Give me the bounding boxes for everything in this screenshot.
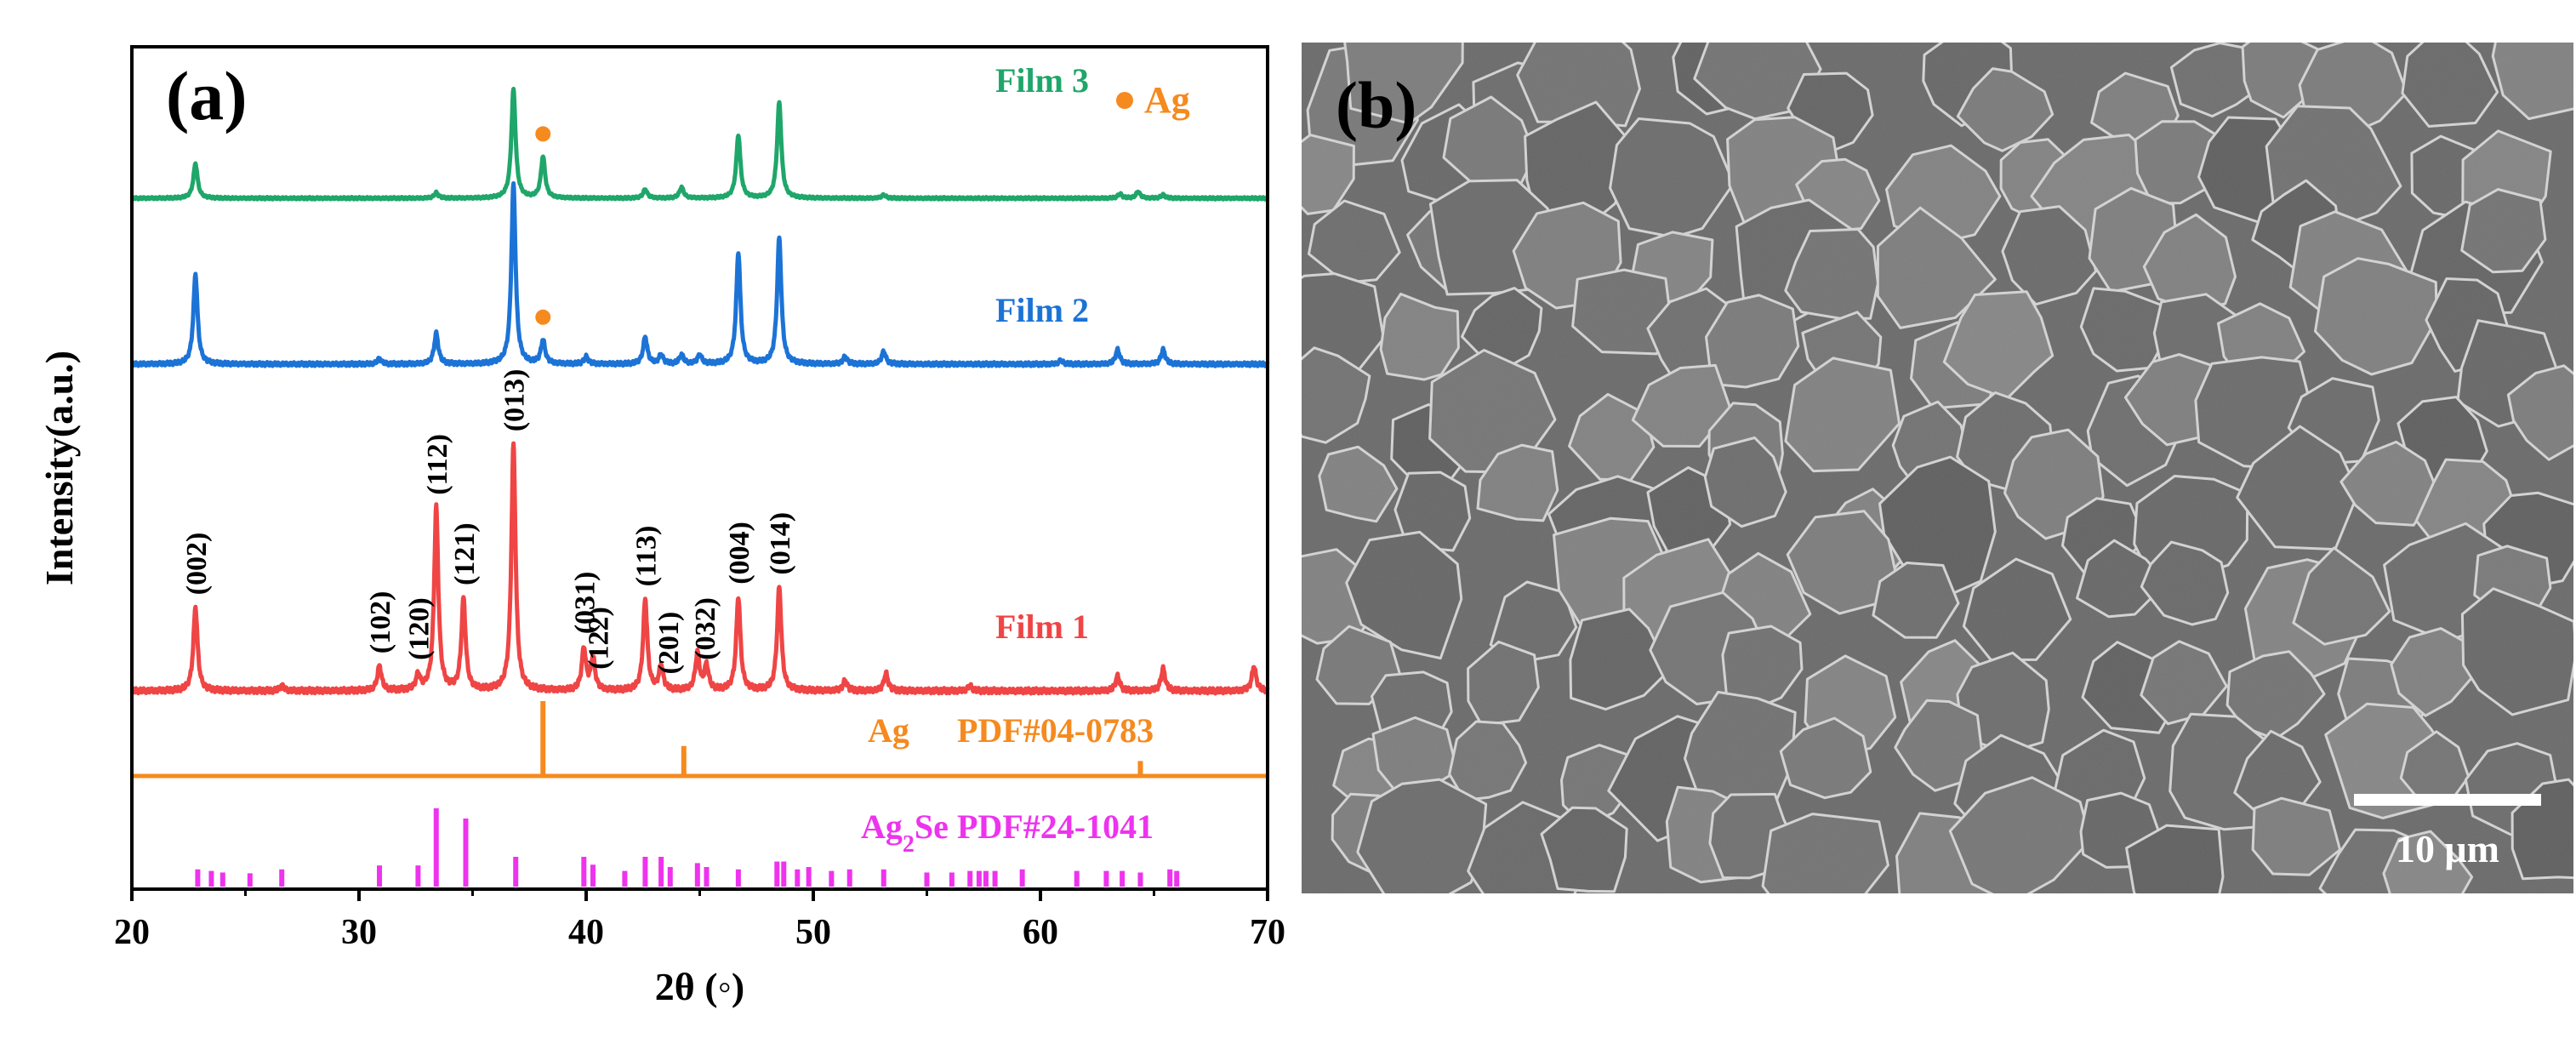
hkl-label: (004): [724, 522, 755, 585]
x-tick-label: 60: [1023, 913, 1058, 952]
series-line-film-2: [130, 181, 1270, 368]
hkl-label: (032): [690, 597, 721, 660]
scale-bar-label: 10 μm: [2396, 827, 2499, 870]
xrd-chart-panel: 20 30 40 50 60 70 2θ (◦) Intensity(a.u.) Film 3…: [37, 45, 1285, 1008]
legend-marker-label: Ag: [1144, 79, 1190, 121]
sem-noise-overlay: [1302, 43, 2573, 893]
y-axis-label: Intensity(a.u.): [37, 351, 81, 585]
x-tick-label: 70: [1250, 913, 1285, 952]
series-label: Film 2: [995, 291, 1089, 329]
x-axis-label: 2θ (◦): [655, 965, 744, 1008]
ag-reference-pdf: PDF#04-0783: [957, 711, 1154, 750]
plot-frame: [130, 45, 1269, 891]
sem-micrograph: (b) 10 μm: [1302, 43, 2573, 893]
scale-bar: [2354, 794, 2541, 806]
axis-layer: 20 30 40 50 60 70 2θ (◦) Intensity(a.u.): [37, 45, 1285, 1008]
series-line-film-1: [129, 441, 1270, 696]
series-line-film-3: [130, 87, 1270, 202]
ag2se-reference-label: Ag2Se: [861, 807, 949, 858]
x-tick-label: 30: [341, 913, 377, 952]
hkl-label: (014): [765, 512, 796, 575]
label-layer: Film 3 Film 2 Film 1 (002) (102) (120) (112) (1…: [166, 57, 1190, 858]
hkl-label: (120): [403, 597, 435, 660]
series-layer: [129, 87, 1270, 696]
hkl-label: (031): [569, 572, 601, 635]
ag-peak-marker: [535, 126, 551, 142]
ag-reference-label: Ag: [868, 711, 909, 750]
x-tick-label: 50: [795, 913, 831, 952]
series-label: Film 3: [995, 61, 1089, 100]
hkl-label: (122): [583, 607, 614, 670]
xrd-chart: 20 30 40 50 60 70 2θ (◦) Intensity(a.u.) Film 3…: [37, 45, 1285, 1008]
hkl-label: (113): [630, 526, 662, 587]
hkl-label: (121): [449, 522, 481, 585]
sem-micrograph-panel: (b) 10 μm: [1302, 0, 2576, 1040]
x-tick-label: 20: [114, 913, 150, 952]
hkl-label: (112): [422, 434, 453, 495]
x-tick-label: 40: [568, 913, 604, 952]
legend-marker-dot: [1116, 92, 1133, 109]
hkl-label: (201): [653, 612, 685, 675]
series-label: Film 1: [995, 608, 1089, 646]
panel-b-label: (b): [1336, 68, 1416, 142]
ag2se-reference-pdf: PDF#24-1041: [957, 807, 1154, 846]
ag-peak-marker: [535, 309, 551, 325]
hkl-label: (002): [181, 533, 213, 596]
reference-layer: [132, 701, 1268, 887]
hkl-label: (102): [365, 591, 396, 654]
hkl-label: (013): [499, 369, 531, 432]
panel-a-label: (a): [166, 57, 248, 134]
